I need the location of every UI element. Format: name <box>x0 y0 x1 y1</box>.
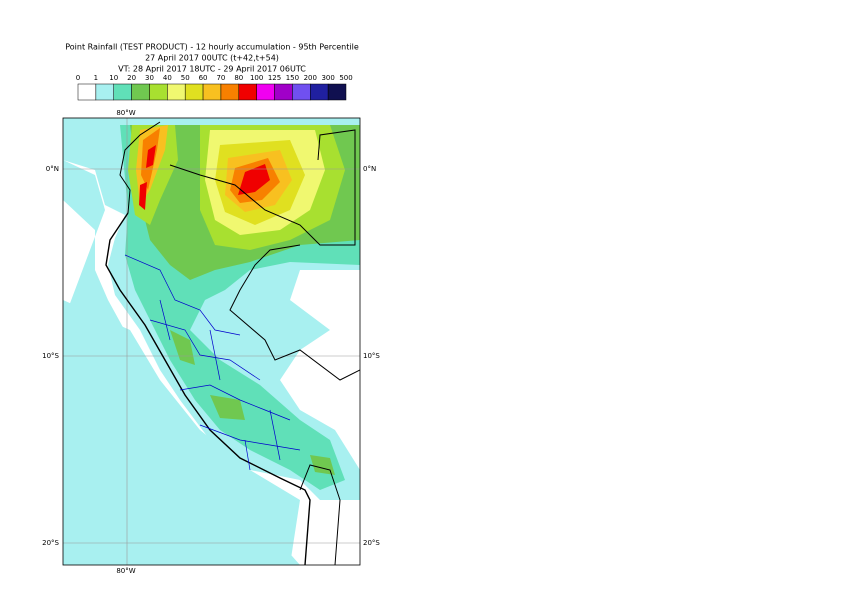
legend-swatch <box>149 83 168 101</box>
legend-label: 50 <box>181 74 190 82</box>
country-border <box>119 121 360 565</box>
lat-label: 10°S <box>363 352 380 360</box>
legend-swatch <box>310 83 329 101</box>
map <box>63 118 360 565</box>
lat-label: 20°S <box>363 539 380 547</box>
lat-label: 0°N <box>363 165 376 173</box>
legend-swatch <box>274 83 293 101</box>
legend-label: 500 <box>339 74 352 82</box>
lon-label: 80°W <box>116 109 135 117</box>
legend-swatch <box>77 83 97 101</box>
legend-label: 40 <box>163 74 172 82</box>
rain-80-100 <box>238 164 270 195</box>
lat-label: 20°S <box>42 539 59 547</box>
lat-label: 10°S <box>42 352 59 360</box>
valid-time: VT: 28 April 2017 18UTC - 29 April 2017 … <box>118 65 306 74</box>
legend-swatch <box>327 83 347 101</box>
legend-swatch <box>95 83 114 101</box>
legend-label: 200 <box>304 74 317 82</box>
legend-label: 10 <box>109 74 118 82</box>
department-border <box>124 254 301 471</box>
legend-label: 100 <box>250 74 263 82</box>
legend-label: 30 <box>145 74 154 82</box>
legend-swatch <box>184 83 204 101</box>
lon-label: 80°W <box>116 567 135 575</box>
legend-label: 70 <box>216 74 225 82</box>
legend-swatch <box>256 83 275 101</box>
legend-label: 80 <box>234 74 243 82</box>
legend-swatch <box>238 83 257 101</box>
legend-swatch <box>202 83 222 101</box>
ocean-rain <box>63 300 300 565</box>
legend-label: 20 <box>127 74 136 82</box>
legend-swatch <box>131 83 150 101</box>
coastline <box>105 212 311 565</box>
legend: 0 1 10 20 30 40 50 60 70 80 100 125 150 200 300 500 <box>76 74 353 101</box>
legend-swatch <box>167 83 186 101</box>
rain-north-andes-max <box>139 145 156 210</box>
legend-label: 300 <box>321 74 334 82</box>
legend-label: 150 <box>286 74 299 82</box>
legend-label: 60 <box>199 74 208 82</box>
lat-label: 0°N <box>46 165 59 173</box>
rain-andes-spots <box>170 330 335 475</box>
legend-swatch <box>113 83 132 101</box>
title: Point Rainfall (TEST PRODUCT) - 12 hourl… <box>65 43 359 52</box>
legend-swatch <box>292 83 311 101</box>
map-frame <box>62 117 361 566</box>
legend-label: 1 <box>94 74 98 82</box>
legend-swatch <box>220 83 240 101</box>
legend-label: 0 <box>76 74 80 82</box>
subtitle: 27 April 2017 00UTC (t+42,t+54) <box>145 54 279 63</box>
legend-label: 125 <box>268 74 281 82</box>
